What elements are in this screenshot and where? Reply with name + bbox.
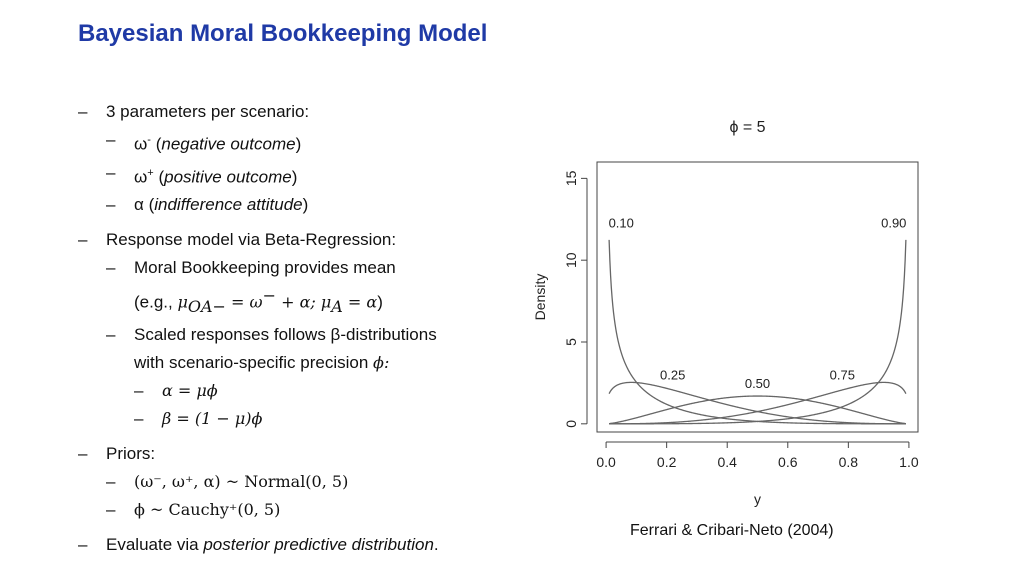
density-line-mu-0.90	[609, 239, 907, 425]
text: )	[377, 292, 383, 312]
text: Evaluate via	[106, 535, 204, 555]
math-sup: −	[262, 286, 276, 306]
text: .	[433, 535, 439, 555]
chart-title: ϕ = 5	[729, 119, 765, 136]
bullet-response-model: – Response model via Beta-Regression:	[76, 226, 516, 254]
bullet-alpha: – α (indifference attitude)	[76, 191, 516, 219]
x-tick-label: 0.8	[839, 454, 859, 470]
dash: –	[106, 325, 116, 345]
paren: (	[158, 167, 165, 187]
x-tick-label: 0.4	[717, 454, 737, 470]
text: with scenario-specific precision	[134, 353, 374, 373]
paren: )	[295, 134, 302, 154]
bullet-list: – 3 parameters per scenario: – ω- (negat…	[76, 98, 516, 559]
bullet-priors: – Priors:	[76, 440, 516, 468]
bullet-normal-prior: – (ω⁻, ω⁺, α) ~ Normal(0, 5)	[76, 468, 516, 496]
series-label-0.10: 0.10	[609, 215, 634, 230]
bullet-moral-bookkeeping: – Moral Bookkeeping provides mean	[76, 254, 516, 282]
italic-text: positive outcome	[164, 167, 292, 187]
formula: α = μϕ	[162, 381, 218, 401]
bullet-text: Response model via Beta-Regression:	[106, 230, 397, 250]
bullet-parameters: – 3 parameters per scenario:	[76, 98, 516, 126]
formula: ϕ ~ Cauchy⁺(0, 5)	[134, 500, 281, 520]
math: = ω	[225, 292, 263, 312]
bullet-beta-formula: – β = (1 − μ)ϕ	[76, 405, 516, 433]
bullet-continuation: with scenario-specific precision ϕ:	[76, 349, 516, 377]
math: = α	[342, 292, 378, 312]
x-tick-label: 0.2	[657, 454, 677, 470]
sup: +	[147, 166, 154, 179]
dash: –	[78, 444, 88, 464]
math: μ	[177, 292, 188, 312]
text: (e.g.,	[134, 292, 178, 312]
dash: –	[78, 535, 88, 555]
x-tick-label: 0.6	[778, 454, 798, 470]
bullet-text: Moral Bookkeeping provides mean	[134, 258, 396, 278]
bullet-omega-minus: – ω- (negative outcome)	[76, 126, 516, 159]
density-line-mu-0.75	[609, 381, 907, 425]
dash: –	[106, 162, 116, 182]
bullet-text: Priors:	[106, 444, 156, 464]
figure-caption: Ferrari & Cribari-Neto (2004)	[630, 522, 834, 539]
x-axis-label: y	[754, 491, 761, 507]
paren: (	[155, 134, 162, 154]
slide-title: Bayesian Moral Bookkeeping Model	[78, 20, 488, 47]
italic-text: negative outcome	[161, 134, 296, 154]
y-tick-label: 5	[563, 338, 579, 346]
dash: –	[134, 381, 144, 401]
alpha-symbol: α	[134, 195, 144, 215]
series-label-0.90: 0.90	[881, 215, 906, 230]
bullet-scaled-responses: – Scaled responses follows β-distributio…	[76, 321, 516, 349]
bullet-continuation: (e.g., μOA− = ω− + α; μA = α)	[76, 282, 516, 321]
bullet-text: Scaled responses follows β-distributions	[134, 325, 437, 345]
bullet-omega-plus: – ω+ (positive outcome)	[76, 159, 516, 192]
bullet-alpha-formula: – α = μϕ	[76, 377, 516, 405]
sup: -	[147, 134, 151, 146]
dash: –	[106, 130, 116, 149]
y-tick-label: 15	[563, 170, 579, 186]
density-line-mu-0.50	[609, 395, 906, 425]
series-label-0.75: 0.75	[830, 368, 855, 383]
y-axis-label: Density	[532, 274, 548, 321]
dash: –	[106, 195, 116, 215]
math: ϕ:	[373, 353, 390, 373]
y-tick-label: 10	[563, 252, 579, 268]
italic-text: indifference attitude	[154, 195, 303, 215]
omega-symbol: ω	[134, 134, 148, 154]
paren: )	[302, 195, 309, 215]
formula: (ω⁻, ω⁺, α) ~ Normal(0, 5)	[134, 472, 349, 492]
paren: )	[291, 167, 298, 187]
dash: –	[78, 102, 88, 121]
dash: –	[106, 500, 116, 520]
math-sub: A	[331, 297, 343, 317]
italic-text: posterior predictive distribution	[203, 535, 434, 555]
x-tick-label: 0.0	[596, 454, 616, 470]
beta-density-chart: ϕ = 5 0.0 0.2 0.4 0.6 0.8 1.0 0 5 10 15 y Density 0.1…	[532, 119, 919, 507]
bullet-text: 3 parameters per scenario:	[106, 102, 310, 121]
math-sub: OA−	[187, 297, 226, 317]
math: + α; μ	[275, 292, 332, 312]
series-label-0.50: 0.50	[745, 376, 770, 391]
plot-frame	[596, 161, 919, 433]
dash: –	[106, 258, 116, 278]
x-tick-label: 1.0	[899, 454, 919, 470]
y-tick-label: 0	[563, 420, 579, 428]
formula: β = (1 − μ)ϕ	[162, 409, 263, 429]
paren: (	[148, 195, 155, 215]
bullet-evaluate: – Evaluate via posterior predictive dist…	[76, 531, 516, 559]
omega-symbol: ω	[134, 167, 148, 187]
series-label-0.25: 0.25	[660, 368, 685, 383]
dash: –	[78, 230, 88, 250]
bullet-cauchy-prior: – ϕ ~ Cauchy⁺(0, 5)	[76, 496, 516, 524]
dash: –	[134, 409, 144, 429]
dash: –	[106, 472, 116, 492]
